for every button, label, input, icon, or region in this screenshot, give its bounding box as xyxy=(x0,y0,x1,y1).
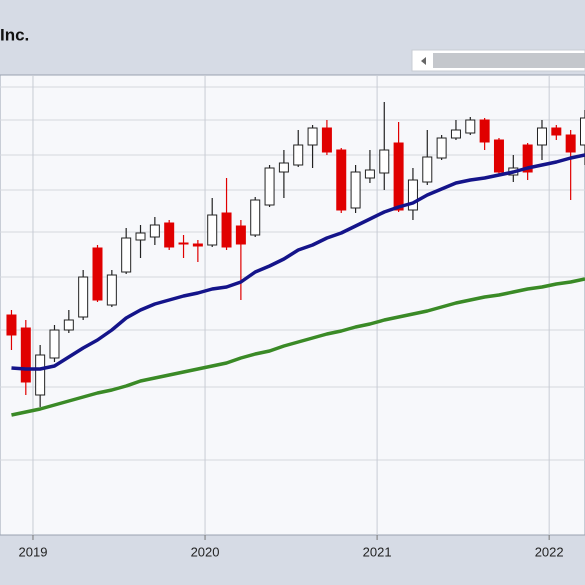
candle-body xyxy=(264,167,275,206)
candle-body xyxy=(350,171,361,209)
candle-body xyxy=(235,225,246,245)
candle-body xyxy=(336,149,347,211)
candle-body xyxy=(106,274,117,306)
candle-body xyxy=(551,127,562,136)
x-tick-label: 2019 xyxy=(19,544,48,559)
candle-body xyxy=(164,222,175,248)
candle-body xyxy=(450,129,461,139)
candle-body xyxy=(422,156,433,183)
candle-body xyxy=(250,199,261,236)
candle-body xyxy=(293,144,304,166)
candle-body xyxy=(178,242,189,245)
x-tick-label: 2022 xyxy=(535,544,564,559)
candle-body xyxy=(278,162,289,173)
candle-body xyxy=(63,319,74,331)
chart-title: Inc. xyxy=(0,25,29,44)
candle-body xyxy=(192,243,203,247)
candle-body xyxy=(407,179,418,211)
candle-body xyxy=(379,149,390,174)
candle-body xyxy=(149,224,160,238)
candle-body xyxy=(121,237,132,273)
plot-area xyxy=(0,74,585,536)
candle-body xyxy=(135,232,146,241)
candle-body xyxy=(393,142,404,211)
candle-body xyxy=(364,169,375,179)
candle-body xyxy=(536,127,547,146)
candle-body xyxy=(522,144,533,173)
candle-body xyxy=(565,134,576,153)
x-tick-label: 2021 xyxy=(363,544,392,559)
candle-body xyxy=(20,327,31,383)
candle-body xyxy=(493,139,504,173)
candle-body xyxy=(321,127,332,153)
candle-body xyxy=(207,214,218,246)
scroll-left-arrow[interactable] xyxy=(421,57,426,65)
scrollbar-thumb[interactable] xyxy=(433,53,585,68)
candle-body xyxy=(6,314,17,336)
moving-average-line xyxy=(11,153,585,371)
moving-average-line xyxy=(11,277,585,417)
candle-body xyxy=(307,127,318,146)
scrollbar[interactable] xyxy=(411,49,585,72)
candle-body xyxy=(92,247,103,301)
candle-body xyxy=(35,354,46,396)
marks xyxy=(6,102,585,417)
candle-body xyxy=(221,212,232,248)
candle-body xyxy=(49,329,60,359)
candle-body xyxy=(78,276,89,318)
candle-body xyxy=(479,119,490,143)
candle-body xyxy=(465,119,476,134)
candle-body xyxy=(436,137,447,159)
x-axis: 2019 2020 2021 2022 xyxy=(19,535,564,559)
x-tick-label: 2020 xyxy=(191,544,220,559)
candle-body xyxy=(580,117,585,146)
